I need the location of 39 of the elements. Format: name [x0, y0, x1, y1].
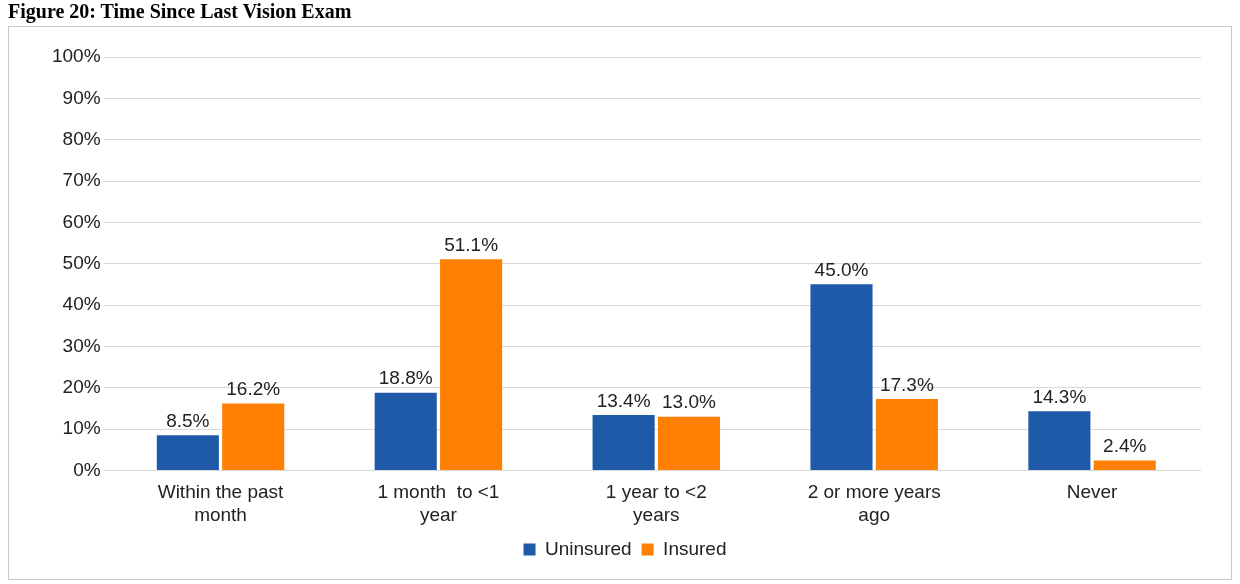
data-label: 18.8% — [378, 367, 433, 389]
y-tick-label: 50% — [62, 251, 101, 273]
bar — [592, 415, 655, 470]
data-label: 51.1% — [444, 233, 499, 255]
y-tick-label: 0% — [73, 458, 101, 480]
data-label: 2.4% — [1103, 435, 1147, 457]
bar — [374, 392, 437, 470]
y-tick-label: 70% — [62, 169, 101, 191]
y-tick-label: 10% — [62, 417, 101, 439]
y-tick-label: 90% — [62, 86, 101, 108]
bar — [156, 435, 219, 470]
bar — [875, 398, 938, 470]
bar — [657, 416, 721, 470]
bar — [222, 403, 285, 470]
data-label: 13.4% — [596, 389, 651, 411]
bar — [440, 259, 503, 470]
data-label: 13.0% — [662, 391, 717, 413]
data-label: 17.3% — [879, 373, 934, 395]
y-tick-label: 80% — [62, 127, 101, 149]
y-tick-label: 100% — [51, 45, 101, 67]
data-label: 8.5% — [166, 410, 210, 431]
x-tick-label: Within the past month — [157, 481, 285, 525]
data-label: 45.0% — [814, 259, 869, 281]
x-tick-label: Never — [1066, 481, 1119, 503]
legend-label: Uninsured — [545, 537, 632, 559]
bar — [1028, 411, 1091, 470]
y-tick-label: 60% — [62, 210, 101, 232]
bar — [1093, 460, 1156, 470]
y-tick-label: 20% — [62, 375, 101, 397]
data-label: 16.2% — [226, 378, 281, 400]
bar — [810, 284, 873, 470]
legend-label: Insured — [663, 537, 727, 559]
x-tick-label: 2 or more years ago — [807, 481, 941, 525]
x-tick-label: 1 year to <2 years — [605, 481, 707, 525]
chart-title: Figure 20: Time Since Last Vision Exam — [8, 0, 352, 23]
x-tick-label: 1 month to <1 year — [377, 481, 500, 525]
data-label: 14.3% — [1032, 386, 1087, 408]
y-tick-label: 30% — [62, 334, 101, 356]
y-tick-label: 40% — [62, 293, 101, 315]
